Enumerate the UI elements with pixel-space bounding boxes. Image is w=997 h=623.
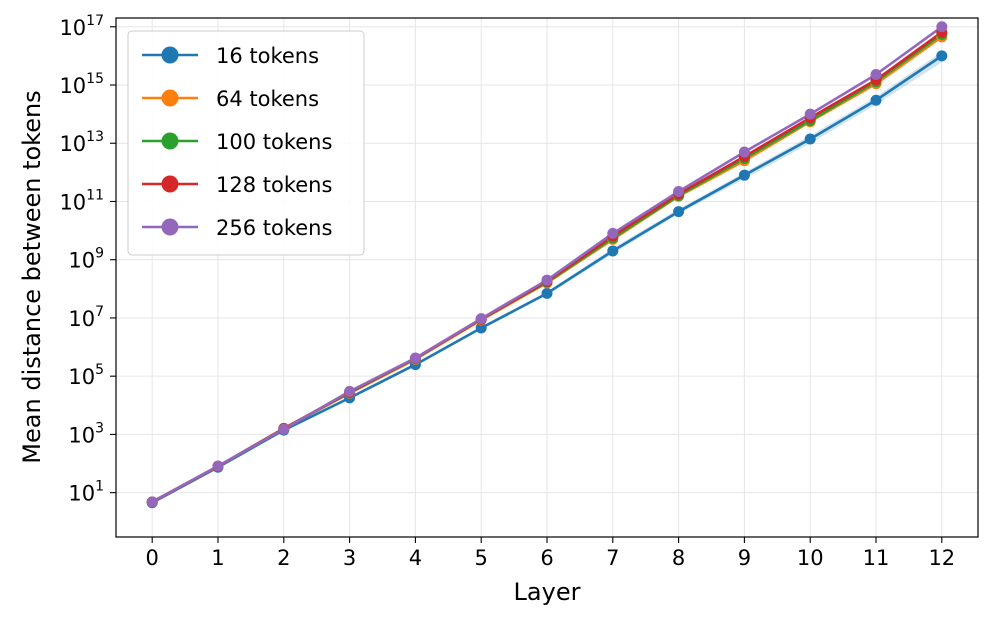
data-point xyxy=(738,169,750,181)
x-tick-label: 6 xyxy=(540,546,553,570)
data-point xyxy=(344,385,356,397)
y-tick-label: 109 xyxy=(68,246,104,273)
legend-label: 16 tokens xyxy=(216,44,319,68)
data-point xyxy=(870,94,882,106)
data-point xyxy=(870,68,882,80)
y-tick-label: 105 xyxy=(68,362,104,389)
data-point xyxy=(409,352,421,364)
x-axis-title: Layer xyxy=(514,578,581,606)
data-point xyxy=(738,146,750,158)
x-tick-label: 5 xyxy=(475,546,488,570)
y-tick-label: 107 xyxy=(68,304,104,331)
data-point xyxy=(936,50,948,62)
data-point xyxy=(212,460,224,472)
x-tick-label: 0 xyxy=(146,546,159,570)
y-tick-label: 1017 xyxy=(59,13,104,40)
legend-label: 256 tokens xyxy=(216,216,332,240)
x-tick-label: 10 xyxy=(797,546,824,570)
legend-marker xyxy=(161,89,179,107)
data-point xyxy=(607,245,619,257)
x-tick-label: 4 xyxy=(409,546,422,570)
legend-marker xyxy=(161,175,179,193)
data-point xyxy=(804,133,816,145)
legend-label: 128 tokens xyxy=(216,173,332,197)
x-axis-ticks: 0 1 2 3 4 5 6 7 8 9 10 11 12 xyxy=(146,537,955,570)
data-point xyxy=(541,274,553,286)
y-tick-label: 101 xyxy=(68,479,104,506)
x-tick-label: 8 xyxy=(672,546,685,570)
series-points xyxy=(146,21,948,509)
x-tick-label: 7 xyxy=(606,546,619,570)
legend-marker xyxy=(161,218,179,236)
x-tick-label: 3 xyxy=(343,546,356,570)
y-tick-label: 1011 xyxy=(59,187,104,214)
y-tick-label: 1015 xyxy=(59,71,104,98)
data-point xyxy=(541,287,553,299)
data-point xyxy=(146,496,158,508)
legend-marker xyxy=(161,132,179,150)
legend-label: 64 tokens xyxy=(216,87,319,111)
data-point xyxy=(804,108,816,120)
legend-label: 100 tokens xyxy=(216,130,332,154)
x-tick-label: 2 xyxy=(277,546,290,570)
legend: 16 tokens 64 tokens 100 tokens 128 tokens 25… xyxy=(127,30,365,256)
data-point xyxy=(475,313,487,325)
y-axis-title: Mean distance between tokens xyxy=(18,90,46,463)
y-axis-ticks: 101 103 105 107 109 1011 1013 1015 1017 xyxy=(59,13,116,506)
x-tick-label: 11 xyxy=(863,546,890,570)
y-tick-label: 103 xyxy=(68,420,104,447)
y-tick-label: 1013 xyxy=(59,129,104,156)
legend-marker xyxy=(161,46,179,64)
x-tick-label: 1 xyxy=(211,546,224,570)
data-point xyxy=(607,227,619,239)
data-point xyxy=(673,186,685,198)
legend-box xyxy=(127,30,365,256)
x-tick-label: 9 xyxy=(738,546,751,570)
data-point xyxy=(278,423,290,435)
data-point xyxy=(475,322,487,334)
x-tick-label: 12 xyxy=(928,546,955,570)
data-point xyxy=(936,21,948,33)
data-point xyxy=(673,206,685,218)
